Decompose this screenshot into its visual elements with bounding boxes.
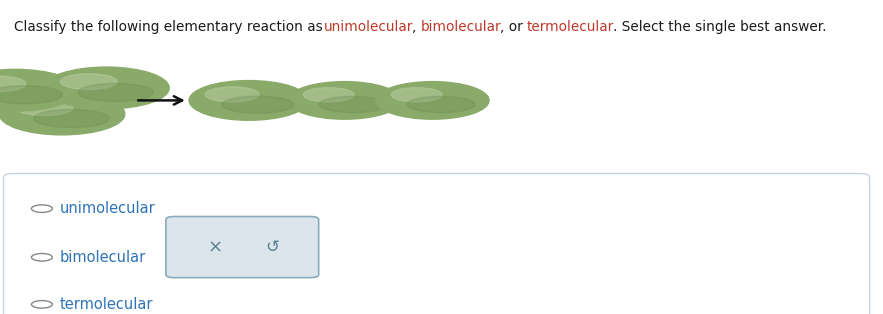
Text: , or: , or <box>501 20 527 35</box>
Text: ↺: ↺ <box>265 238 279 256</box>
Ellipse shape <box>391 88 442 102</box>
Text: ×: × <box>208 238 223 256</box>
Ellipse shape <box>407 96 475 113</box>
Ellipse shape <box>34 110 109 127</box>
Ellipse shape <box>43 67 170 109</box>
Ellipse shape <box>78 84 154 101</box>
Ellipse shape <box>0 86 63 104</box>
Text: bimolecular: bimolecular <box>59 250 146 265</box>
Text: unimolecular: unimolecular <box>59 201 155 216</box>
Text: termolecular: termolecular <box>59 297 153 312</box>
Ellipse shape <box>288 82 401 119</box>
Ellipse shape <box>0 76 26 92</box>
Ellipse shape <box>205 87 259 102</box>
Text: unimolecular: unimolecular <box>323 20 413 35</box>
Ellipse shape <box>189 81 308 120</box>
FancyBboxPatch shape <box>166 216 319 278</box>
Ellipse shape <box>222 96 294 113</box>
Text: ,: , <box>412 20 420 35</box>
Text: . Select the single best answer.: . Select the single best answer. <box>614 20 826 35</box>
Ellipse shape <box>0 69 78 111</box>
Ellipse shape <box>376 82 489 119</box>
Text: Classify the following elementary reaction as: Classify the following elementary reacti… <box>14 20 327 35</box>
Ellipse shape <box>0 93 125 135</box>
Ellipse shape <box>319 96 387 113</box>
Ellipse shape <box>16 100 72 116</box>
Text: termolecular: termolecular <box>527 20 615 35</box>
Ellipse shape <box>60 74 117 89</box>
Text: bimolecular: bimolecular <box>420 20 502 35</box>
Ellipse shape <box>303 88 354 102</box>
FancyBboxPatch shape <box>4 174 870 314</box>
Text: +: + <box>313 90 332 111</box>
